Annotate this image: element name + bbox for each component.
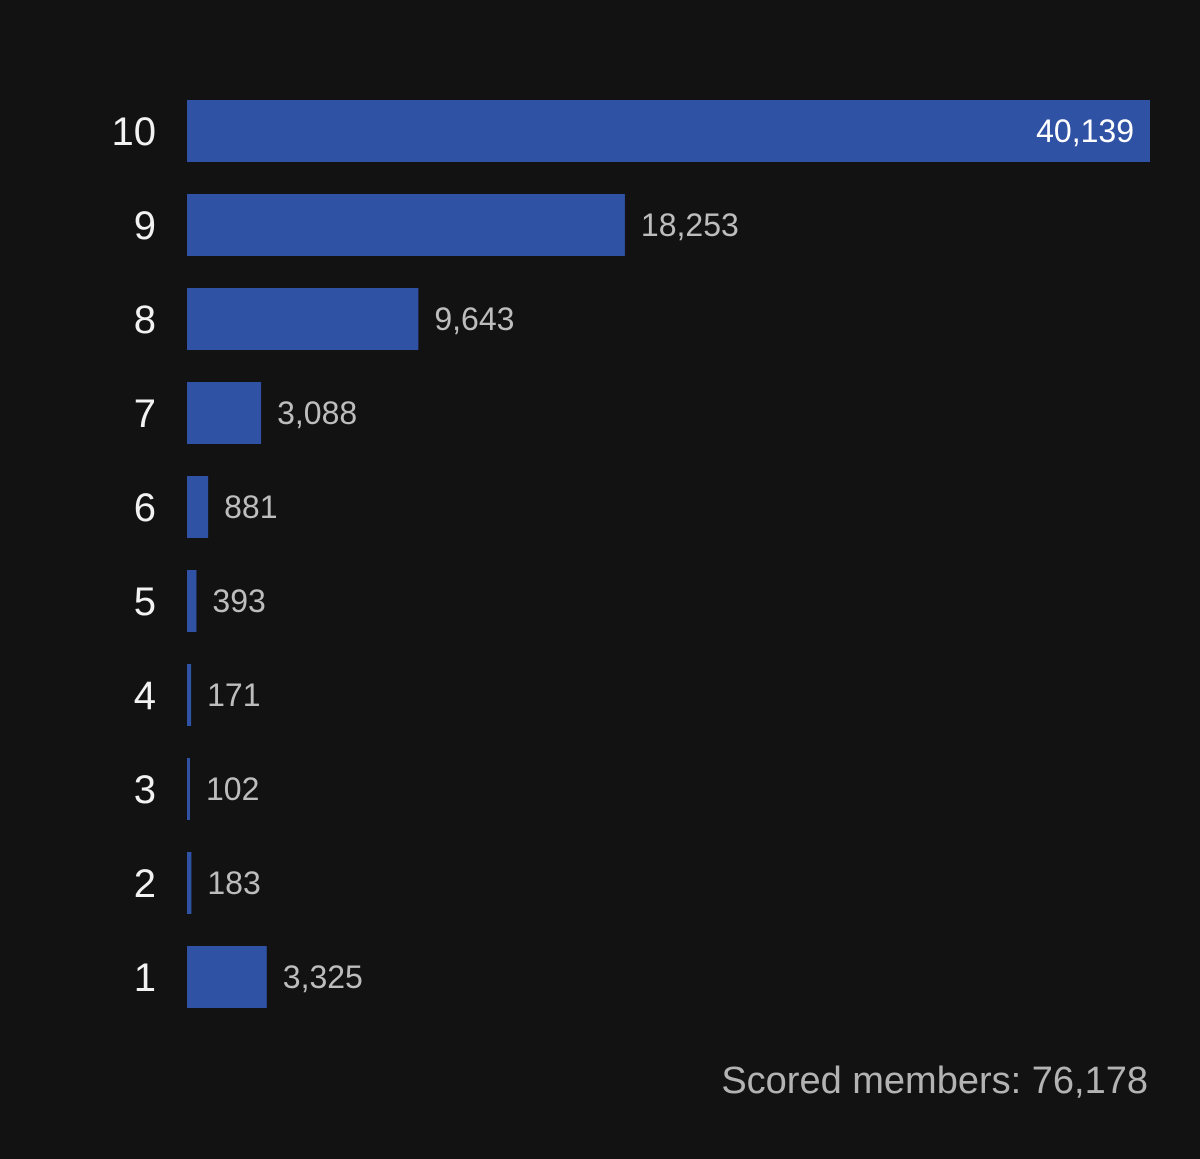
value-labels-group: 40,139 18,253 9,643 3,088 881 393 171 102 183 3,3…: [206, 113, 1134, 995]
value-label-10: 40,139: [1036, 113, 1134, 149]
category-label-3: 3: [134, 768, 156, 812]
value-label-1: 3,325: [283, 959, 363, 995]
value-label-7: 3,088: [277, 395, 357, 431]
scored-members-summary: Scored members: 76,178: [721, 1060, 1148, 1103]
value-label-2: 183: [207, 865, 260, 901]
category-label-5: 5: [134, 580, 156, 624]
category-label-2: 2: [134, 862, 156, 906]
category-label-8: 8: [134, 298, 156, 342]
category-label-1: 1: [134, 956, 156, 1000]
bars-group: [187, 100, 1150, 1008]
category-label-9: 9: [134, 204, 156, 248]
scored-members-label: Scored members:: [721, 1060, 1022, 1102]
category-label-7: 7: [134, 392, 156, 436]
value-label-6: 881: [224, 489, 277, 525]
category-label-4: 4: [134, 674, 156, 718]
bar-score-7: [187, 382, 262, 444]
bar-score-8: [187, 288, 419, 350]
value-label-3: 102: [206, 771, 259, 807]
category-labels-group: 10 9 8 7 6 5 4 3 2 1: [112, 110, 157, 1000]
bar-score-10: [187, 100, 1150, 162]
bar-score-6: [187, 476, 209, 538]
value-label-9: 18,253: [641, 207, 739, 243]
bar-score-9: [187, 194, 625, 256]
value-label-5: 393: [212, 583, 265, 619]
value-label-4: 171: [207, 677, 260, 713]
value-label-8: 9,643: [434, 301, 514, 337]
category-label-6: 6: [134, 486, 156, 530]
category-label-10: 10: [112, 110, 157, 154]
bar-score-1: [187, 946, 267, 1008]
bar-score-4: [187, 664, 192, 726]
bar-score-3: [187, 758, 190, 820]
scored-members-value: 76,178: [1031, 1060, 1148, 1102]
bar-score-2: [187, 852, 192, 914]
bar-score-5: [187, 570, 197, 632]
